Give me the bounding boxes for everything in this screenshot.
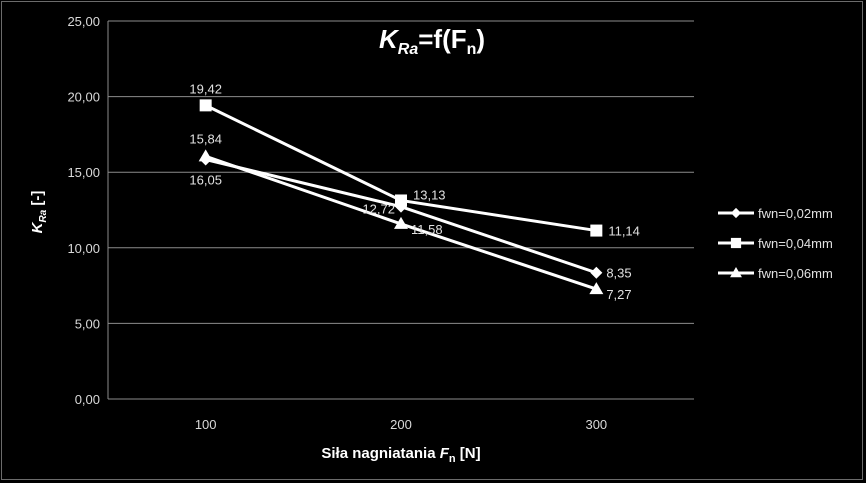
ylabel-italic: K (29, 221, 46, 233)
data-label: 8,35 (606, 266, 631, 281)
data-label: 15,84 (189, 131, 222, 146)
x-axis-title: Siła nagniatania Fn [N] (321, 445, 480, 465)
xlabel-unit: [N] (456, 445, 481, 462)
triangle-marker (394, 216, 408, 229)
y-tick-label: 0,00 (75, 392, 100, 407)
x-tick-label: 200 (390, 417, 412, 432)
chart-title: KRa=f(Fn) (379, 24, 485, 58)
diamond-marker (730, 207, 742, 219)
ylabel-unit: [-] (29, 191, 46, 210)
legend-item: fwn=0,06mm (718, 266, 833, 281)
triangle-marker (730, 267, 742, 278)
xlabel-sub: n (449, 453, 456, 465)
y-tick-labels: 0,00 5,00 10,00 15,00 20,00 25,00 (67, 14, 100, 407)
title-close: ) (476, 24, 485, 54)
square-marker (730, 237, 742, 249)
x-tick-labels: 100 200 300 (195, 417, 607, 432)
y-axis-title: KRa [-] (29, 191, 49, 234)
y-tick-label: 25,00 (67, 14, 100, 29)
xlabel-italic: F (440, 445, 450, 462)
triangle-marker (198, 149, 213, 162)
data-label: 12,72 (362, 202, 395, 217)
data-labels: 15,84 12,72 8,35 19,42 13,13 11,14 16,05 11,58 7… (189, 81, 640, 302)
title-sub: Ra (398, 41, 419, 58)
legend-item: fwn=0,04mm (718, 236, 833, 251)
data-label: 11,58 (411, 222, 443, 237)
data-label: 16,05 (189, 172, 222, 187)
x-tick-label: 100 (195, 417, 217, 432)
legend: fwn=0,02mm fwn=0,04mm fwn=0,06mm (718, 206, 833, 281)
y-tick-label: 15,00 (67, 165, 100, 180)
y-tick-label: 20,00 (67, 90, 100, 105)
data-label: 7,27 (606, 287, 631, 302)
series-markers (198, 99, 604, 295)
y-tick-label: 5,00 (75, 316, 100, 331)
triangle-marker (589, 282, 604, 295)
square-marker (590, 224, 603, 237)
diamond-marker (590, 266, 603, 279)
ylabel-sub: Ra (38, 209, 49, 222)
square-marker (199, 99, 212, 112)
legend-label: fwn=0,02mm (758, 206, 833, 221)
x-tick-label: 300 (585, 417, 607, 432)
gridlines (107, 20, 694, 400)
legend-item: fwn=0,02mm (718, 206, 833, 221)
xlabel-text: Siła nagniatania (321, 445, 439, 462)
y-tick-label: 10,00 (67, 241, 100, 256)
title-rest: =f(F (418, 24, 466, 54)
legend-label: fwn=0,04mm (758, 236, 833, 251)
legend-label: fwn=0,06mm (758, 266, 833, 281)
data-label: 11,14 (608, 224, 640, 239)
data-label: 13,13 (413, 187, 446, 202)
data-label: 19,42 (189, 81, 222, 96)
square-marker (395, 194, 407, 207)
title-rest-sub: n (467, 41, 477, 58)
title-main: K (379, 24, 400, 54)
